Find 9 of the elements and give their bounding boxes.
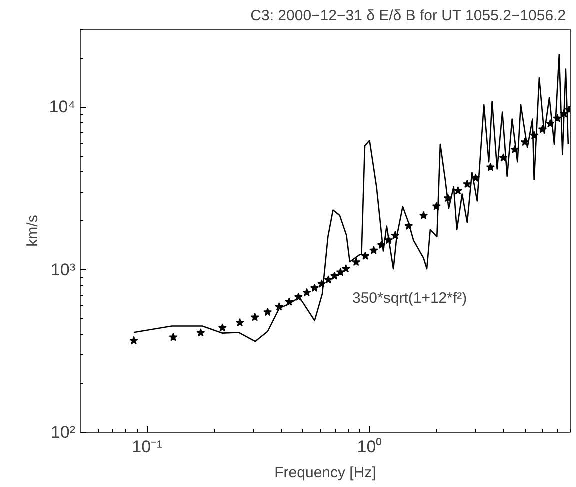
chart-title: C3: 2000−12−31 δ E/δ B for UT 1055.2−1056.2 xyxy=(250,8,566,24)
y-tick-label: 10² xyxy=(50,423,76,442)
x-axis-title: Frequency [Hz] xyxy=(274,464,376,482)
x-tick-label: 10⁰ xyxy=(357,438,382,456)
annotation: 350*sqrt(1+12*f²) xyxy=(352,290,468,307)
y-tick-label: 10³ xyxy=(50,260,76,280)
x-tick-label: 10⁻¹ xyxy=(132,438,164,456)
y-axis-title: km/s xyxy=(24,215,42,247)
y-tick-label: 10⁴ xyxy=(49,98,76,117)
